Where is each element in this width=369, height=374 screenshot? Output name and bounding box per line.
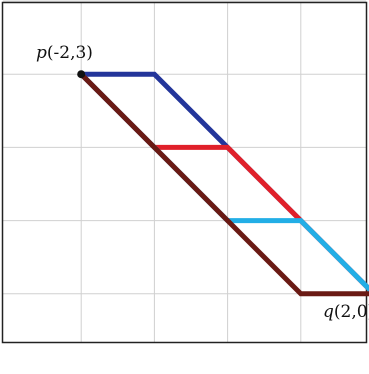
- point-p-label: p(-2,3): [36, 43, 93, 63]
- point-p-marker: [77, 70, 86, 79]
- point-p-coords: (-2,3): [47, 43, 93, 63]
- path-cyan: [79, 72, 369, 293]
- point-q-coords: (2,0): [334, 302, 369, 322]
- points-group: [77, 70, 86, 79]
- paths-group: [79, 71, 369, 297]
- point-q-name: q: [323, 302, 334, 322]
- grid-lines: [3, 0, 366, 342]
- path-navy: [81, 71, 369, 293]
- path-maroon: [79, 72, 369, 297]
- point-q-label: q(2,0): [323, 302, 369, 322]
- point-p-name: p: [36, 43, 47, 63]
- figure-frame: [1, 1, 368, 344]
- path-red: [79, 72, 369, 293]
